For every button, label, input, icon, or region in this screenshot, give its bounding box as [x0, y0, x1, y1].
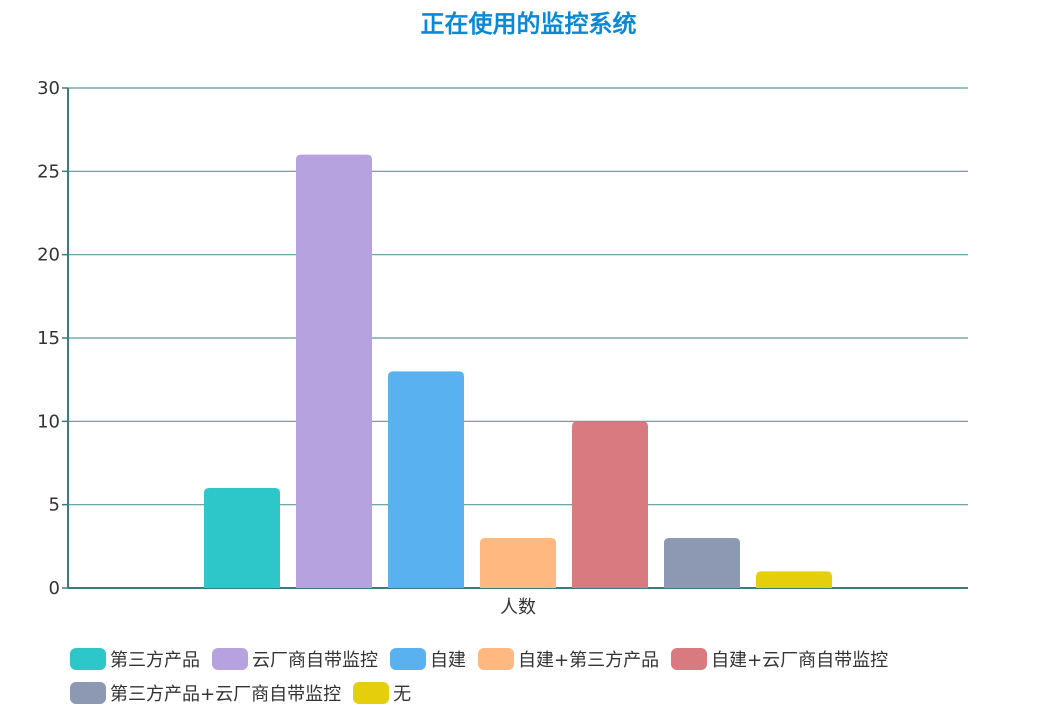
legend-item[interactable]: 云厂商自带监控 [212, 645, 378, 673]
legend: 第三方产品 云厂商自带监控 自建 自建+第三方产品 自建+云厂商自带监控第三方产品+云厂… [70, 645, 1030, 707]
bar[interactable] [296, 154, 372, 588]
legend-label: 无 [393, 684, 412, 705]
y-tick-label: 30 [37, 78, 60, 99]
bar[interactable] [204, 488, 280, 588]
legend-label: 云厂商自带监控 [252, 650, 378, 671]
axis-labels: 0 5 10 15 20 25 30 人数 [37, 78, 536, 618]
bar[interactable] [480, 538, 556, 588]
y-tick-label: 5 [49, 495, 60, 516]
y-tick-label: 15 [37, 328, 60, 349]
legend-label: 自建+云厂商自带监控 [711, 650, 889, 671]
y-tick-label: 10 [37, 411, 60, 432]
legend-swatch [353, 682, 390, 704]
legend-swatch [212, 648, 248, 670]
bars [204, 154, 832, 588]
bar[interactable] [756, 571, 832, 588]
y-tick-label: 0 [49, 578, 60, 599]
legend-swatch [70, 648, 106, 670]
legend-label: 自建 [430, 650, 466, 671]
bar[interactable] [664, 538, 740, 588]
legend-swatch [671, 648, 708, 670]
grid-lines [68, 87, 968, 506]
legend-item[interactable]: 第三方产品+云厂商自带监控 [70, 679, 341, 707]
x-tick-label: 人数 [500, 597, 536, 618]
bar-chart: 0 5 10 15 20 25 30 人数 [37, 78, 968, 618]
legend-swatch [70, 682, 106, 704]
legend-item[interactable]: 自建+云厂商自带监控 [671, 645, 888, 673]
chart-title: 正在使用的监控系统 [420, 10, 637, 38]
legend-item[interactable]: 无 [353, 679, 411, 707]
legend-swatch [390, 648, 426, 670]
bar[interactable] [388, 371, 464, 588]
legend-item[interactable]: 自建 [390, 645, 466, 673]
legend-item[interactable]: 第三方产品 [70, 645, 200, 673]
y-tick-label: 25 [37, 161, 60, 182]
bar[interactable] [572, 421, 648, 588]
legend-swatch [478, 648, 514, 670]
legend-label: 自建+第三方产品 [518, 650, 660, 671]
legend-label: 第三方产品+云厂商自带监控 [110, 684, 342, 705]
y-tick-label: 20 [37, 245, 60, 266]
legend-label: 第三方产品 [110, 650, 200, 671]
legend-item[interactable]: 自建+第三方产品 [478, 645, 659, 673]
